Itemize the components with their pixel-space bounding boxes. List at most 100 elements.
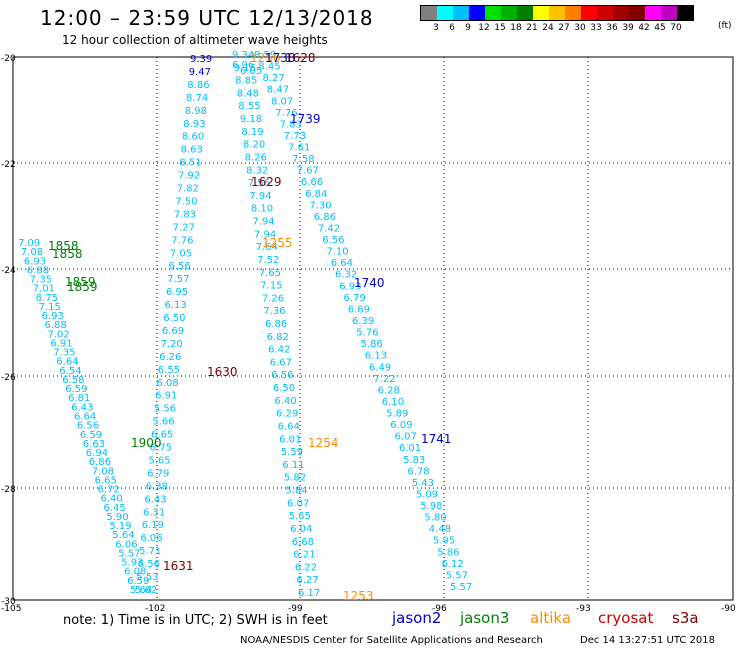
scale-swatch bbox=[661, 6, 677, 20]
map-frame bbox=[12, 56, 734, 601]
credit-text: NOAA/NESDIS Center for Satellite Applica… bbox=[240, 635, 543, 646]
swh-value: 7.73 bbox=[284, 131, 306, 142]
swh-value: 5.65 bbox=[148, 456, 170, 467]
swh-value: 6.86 bbox=[89, 457, 111, 468]
swh-value: 5.83 bbox=[403, 455, 425, 466]
swh-value: 5.64 bbox=[112, 530, 134, 541]
swh-value: 6.78 bbox=[407, 466, 429, 477]
swh-tracks: 7.097.086.936.887.357.016.757.156.936.88… bbox=[18, 50, 472, 599]
swh-value: 6.19 bbox=[142, 520, 164, 531]
pass-time-label: 1738 bbox=[265, 51, 296, 65]
swh-value: 6.69 bbox=[162, 326, 184, 337]
swh-value: 6.09 bbox=[390, 420, 412, 431]
legend-item-cryosat: cryosat bbox=[598, 609, 654, 627]
swh-value: 6.67 bbox=[270, 357, 292, 368]
swh-value: 6.79 bbox=[147, 468, 169, 479]
scale-label: 33 bbox=[590, 23, 602, 33]
swh-value: 6.17 bbox=[298, 588, 320, 599]
swh-value: 8.07 bbox=[271, 96, 293, 107]
swh-value: 6.72 bbox=[98, 485, 120, 496]
pass-time-label: 1631 bbox=[163, 559, 194, 573]
swh-value: 6.93 bbox=[24, 256, 46, 267]
swh-value: 8.60 bbox=[182, 132, 204, 143]
lon-tick-label: -99 bbox=[288, 604, 303, 614]
swh-value: 5.57 bbox=[446, 570, 468, 581]
swh-value: 6.59 bbox=[80, 430, 102, 441]
scale-swatch bbox=[421, 6, 437, 20]
swh-value: 8.48 bbox=[237, 88, 259, 99]
swh-value: 7.65 bbox=[259, 268, 281, 279]
swh-value: 7.35 bbox=[53, 348, 75, 359]
scale-label: 27 bbox=[558, 23, 570, 33]
swh-value: 7.15 bbox=[39, 302, 61, 313]
scale-swatch bbox=[645, 6, 661, 20]
swh-value: 6.64 bbox=[331, 258, 353, 269]
swh-value: 5.82 bbox=[284, 473, 306, 484]
lat-tick-label: -30 bbox=[1, 597, 16, 607]
swh-value: 6.88 bbox=[45, 320, 67, 331]
swh-value: 7.76 bbox=[275, 108, 297, 119]
swh-value: 7.08 bbox=[92, 466, 114, 477]
scale-swatch bbox=[613, 6, 629, 20]
swh-value: 6.07 bbox=[395, 432, 417, 443]
scale-unit: (ft) bbox=[718, 21, 732, 31]
swh-value: 6.56 bbox=[322, 235, 344, 246]
swh-value: 7.42 bbox=[318, 224, 340, 235]
swh-value: 6.06 bbox=[232, 60, 254, 71]
swh-value: 6.56 bbox=[138, 559, 160, 570]
scale-swatch bbox=[517, 6, 533, 20]
swh-value: 6.94 bbox=[86, 448, 108, 459]
scale-label: 45 bbox=[654, 23, 666, 33]
scale-label: 6 bbox=[449, 23, 455, 33]
swh-value: 6.65 bbox=[151, 430, 173, 441]
lon-tick-label: -105 bbox=[1, 604, 21, 614]
swh-value: 8.98 bbox=[185, 106, 207, 117]
pass-time-label: 1739 bbox=[290, 112, 321, 126]
swh-value: 6.06 bbox=[115, 539, 137, 550]
swh-value: 6.95 bbox=[166, 287, 188, 298]
swh-value: 5.71 bbox=[139, 546, 161, 557]
pass-time-label: 1253 bbox=[343, 589, 374, 603]
scale-label: 3 bbox=[433, 23, 439, 33]
swh-value: 6.93 bbox=[42, 311, 64, 322]
swh-value: 6.65 bbox=[95, 475, 117, 486]
swh-value: 5.64 bbox=[130, 585, 152, 596]
scale-label: 39 bbox=[622, 23, 634, 33]
pass-time-label: 1741 bbox=[421, 432, 452, 446]
lon-tick-label: -102 bbox=[145, 604, 165, 614]
swh-value: 7.83 bbox=[174, 209, 196, 220]
swh-value: 6.26 bbox=[159, 352, 181, 363]
swh-value: 6.32 bbox=[335, 270, 357, 281]
scale-swatch bbox=[437, 6, 453, 20]
swh-value: 6.82 bbox=[267, 332, 289, 343]
swh-value: 6.40 bbox=[101, 494, 123, 505]
swh-value: 9.18 bbox=[240, 114, 262, 125]
scale-label: 30 bbox=[574, 23, 586, 33]
note-text: note: 1) Time is in UTC; 2) SWH is in fe… bbox=[63, 613, 328, 628]
map-ticks: -20 -22 -24 -26 -28 -30-105 -102 -99 -96 -93 -90 bbox=[1, 54, 736, 614]
page-title: 12:00 – 23:59 UTC 12/13/2018 bbox=[40, 6, 374, 30]
swh-value: 6.50 bbox=[163, 313, 185, 324]
swh-value: 6.63 bbox=[83, 439, 105, 450]
swh-value: 6.05 bbox=[240, 66, 262, 77]
swh-value: 5.95 bbox=[433, 536, 455, 547]
swh-value: 8.19 bbox=[241, 127, 263, 138]
pass-time-label: 1255 bbox=[262, 236, 293, 250]
swh-value: 6.40 bbox=[274, 396, 296, 407]
swh-value: 8.55 bbox=[238, 101, 260, 112]
swh-value: 5.86 bbox=[361, 339, 383, 350]
swh-value: 8.93 bbox=[183, 119, 205, 130]
scale-swatch bbox=[469, 6, 485, 20]
swh-value: 6.08 bbox=[157, 378, 179, 389]
swh-value: 9.39 bbox=[190, 54, 212, 65]
swh-value: 7.57 bbox=[167, 274, 189, 285]
swh-value: 6.29 bbox=[276, 409, 298, 420]
swh-value: 8.86 bbox=[187, 80, 209, 91]
swh-value: 7.26 bbox=[262, 293, 284, 304]
swh-value: 6.79 bbox=[344, 293, 366, 304]
swh-value: 8.20 bbox=[243, 140, 265, 151]
scale-label: 36 bbox=[606, 23, 618, 33]
swh-value: 6.56 bbox=[169, 261, 191, 272]
